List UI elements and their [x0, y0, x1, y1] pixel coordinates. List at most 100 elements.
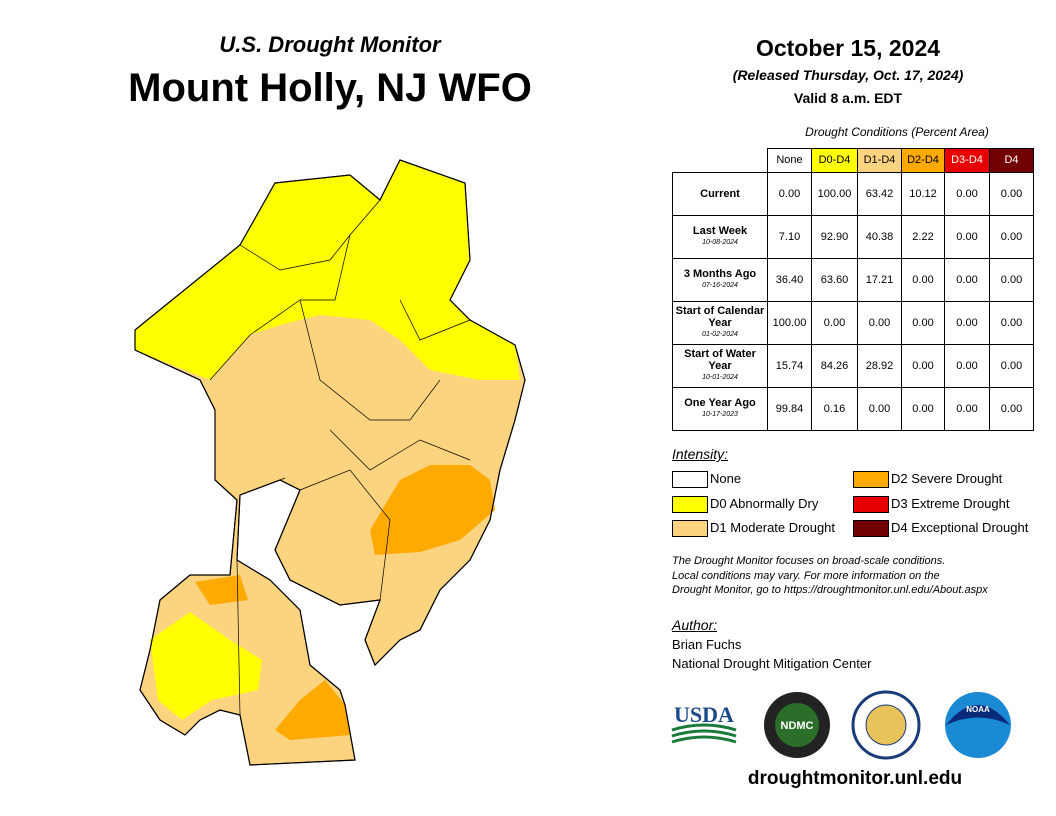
legend-label: D4 Exceptional Drought [891, 520, 1029, 535]
author-label: Author: [672, 617, 718, 633]
usda-logo: USDA [674, 702, 734, 727]
cell: 92.90 [811, 214, 858, 259]
column-header: D2-D4 [901, 148, 945, 173]
legend-label: D3 Extreme Drought [891, 495, 1010, 511]
column-header: None [767, 148, 812, 173]
column-header: D3-D4 [944, 148, 990, 173]
author-name: Brian Fuchs [672, 637, 742, 652]
cell: 0.00 [811, 300, 858, 345]
cell: 0.00 [901, 257, 945, 302]
cell: 0.00 [944, 300, 990, 345]
region-d2 [370, 465, 495, 555]
header-row: None D0-D4 D1-D4 D2-D4 D3-D4 D4 [673, 148, 1034, 173]
legend-swatch [853, 520, 889, 537]
cell: 40.38 [857, 214, 902, 259]
row-label-text: Current [700, 187, 740, 200]
region-d2-west [195, 575, 248, 605]
corner [673, 149, 768, 173]
legend-label: D0 Abnormally Dry [710, 495, 819, 511]
row-label: 3 Months Ago 07-16-2024 [672, 257, 768, 302]
note-line: Local conditions may vary. For more info… [672, 569, 940, 582]
cell: 0.00 [989, 300, 1034, 345]
row-label-text: Last Week [692, 224, 748, 237]
legend-label: D2 Severe Drought [891, 471, 1003, 486]
row-label: Last Week 10-08-2024 [672, 214, 768, 259]
cell: 63.60 [811, 257, 858, 302]
region-d0 [135, 160, 520, 380]
cell: 10.12 [901, 171, 945, 216]
cell: 17.21 [857, 257, 902, 302]
cell: 0.00 [989, 171, 1034, 216]
cell: 100.00 [811, 171, 858, 216]
note-line: The Drought Monitor focuses on broad-sca… [672, 555, 946, 567]
column-header: D1-D4 [857, 148, 902, 173]
cell: 0.00 [944, 171, 990, 216]
table-row: Last Week 10-08-2024 7.10 92.90 40.38 2.22 0.0… [672, 214, 1034, 259]
legend-label: None [710, 471, 742, 486]
legend-swatch [672, 471, 708, 488]
author-org: National Drought Mitigation Center [672, 656, 872, 671]
row-label-text: Start of Water Year [684, 347, 756, 372]
cell: 0.00 [857, 386, 902, 431]
logos: USDA NDMC NOAA [671, 690, 1011, 760]
row-date: 10-17-2023 [702, 410, 738, 418]
cell: 0.00 [901, 300, 945, 345]
cell: 100.00 [767, 300, 812, 345]
region-d2-south [275, 680, 350, 740]
cell: 0.00 [901, 386, 945, 431]
cell: 36.40 [767, 257, 812, 302]
cell: 28.92 [857, 343, 902, 388]
cell: 0.00 [944, 214, 990, 259]
cell: 0.00 [989, 257, 1034, 302]
table-row: One Year Ago 10-17-2023 99.84 0.16 0.00 0.00 0… [672, 386, 1034, 431]
legend-swatch [672, 495, 708, 513]
legend-title: Intensity: [672, 446, 729, 462]
released: (Released Thursday, Oct. 17, 2024) [732, 67, 964, 83]
table-row: Current 0.00 100.00 63.42 10.12 0.00 0.00 [672, 171, 1034, 216]
cell: 0.00 [767, 171, 812, 216]
subtitle: U.S. Drought Monitor [219, 32, 441, 57]
note: The Drought Monitor focuses on broad-sca… [672, 554, 988, 598]
valid: Valid 8 a.m. EDT [793, 90, 903, 106]
cell: 0.00 [944, 343, 990, 388]
legend-label: D1 Moderate Drought [710, 520, 836, 535]
cell: 0.00 [944, 386, 990, 431]
stats-table: None D0-D4 D1-D4 D2-D4 D3-D4 D4 Current 0.00 100… [672, 148, 1034, 431]
cell: 84.26 [811, 343, 858, 388]
title: Mount Holly, NJ WFO [128, 66, 532, 110]
noaa-circle [945, 692, 1011, 758]
legend-swatch [672, 520, 708, 537]
map [134, 159, 526, 766]
cell: 63.42 [857, 171, 902, 216]
row-label: Start of Calendar Year 01-02-2024 [672, 300, 768, 345]
column-header: D0-D4 [811, 148, 858, 173]
row-date: 07-16-2024 [702, 281, 738, 289]
noaa-bird [946, 705, 1010, 725]
row-label-text: One Year Ago [684, 396, 756, 409]
row-label: One Year Ago 10-17-2023 [672, 386, 768, 431]
note-line: Drought Monitor, go to https://droughtmo… [672, 584, 988, 596]
row-label: Current [672, 171, 768, 216]
county-lines [134, 159, 526, 766]
cell: 99.84 [767, 386, 812, 431]
cell: 0.00 [901, 343, 945, 388]
url: droughtmonitor.unl.edu [747, 768, 963, 789]
cell: 15.74 [767, 343, 812, 388]
row-date: 10-08-2024 [702, 238, 738, 246]
row-label: Start of Water Year 10-01-2024 [672, 343, 768, 388]
row-label-text: 3 Months Ago [683, 267, 757, 280]
table-row: 3 Months Ago 07-16-2024 36.40 63.60 17.21 0.0… [672, 257, 1034, 302]
noaa-logo: NOAA [966, 705, 990, 714]
legend-swatch [853, 495, 889, 513]
cell: 0.00 [944, 257, 990, 302]
table-caption: Drought Conditions (Percent Area) [805, 125, 989, 139]
table-row: Start of Calendar Year 01-02-2024 100.00 0.… [672, 300, 1034, 345]
cell: 7.10 [767, 214, 812, 259]
ndmc-logo: NDMC [781, 720, 814, 732]
cell: 2.22 [901, 214, 945, 259]
row-date: 01-02-2024 [702, 330, 738, 338]
cell: 0.00 [857, 300, 902, 345]
usda-waves [671, 723, 737, 744]
cell: 0.00 [989, 386, 1034, 431]
